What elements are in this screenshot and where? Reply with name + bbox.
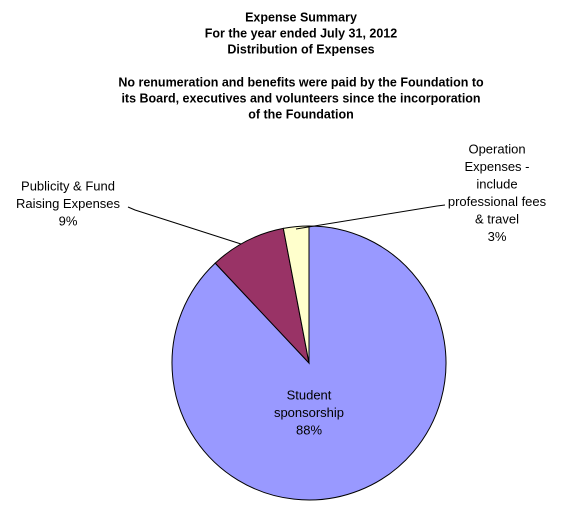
chart-subtitle: its Board, executives and volunteers sin…	[121, 91, 480, 105]
slice-label: professional fees	[448, 194, 547, 209]
slice-label: Student	[287, 387, 332, 402]
slice-label: include	[476, 176, 517, 191]
value-label: 9%	[59, 213, 78, 228]
chart-subtitle: of the Foundation	[248, 107, 354, 121]
chart-subtitle: No renumeration and benefits were paid b…	[118, 75, 484, 89]
slice-label: & travel	[475, 211, 519, 226]
pie-slice	[282, 225, 310, 364]
value-label: 3%	[488, 229, 507, 244]
slice-label: Expenses -	[464, 159, 529, 174]
slice-label: sponsorship	[274, 405, 344, 420]
leader-line	[127, 206, 242, 245]
chart-title: Expense Summary	[245, 10, 357, 24]
slice-label: Publicity & Fund	[21, 178, 115, 193]
chart-title: Distribution of Expenses	[227, 42, 374, 56]
leader-line	[295, 204, 446, 230]
value-label: 88%	[296, 422, 322, 437]
slice-label: Operation	[468, 141, 525, 156]
slice-label: Raising Expenses	[16, 196, 121, 211]
chart-title: For the year ended July 31, 2012	[205, 26, 397, 40]
